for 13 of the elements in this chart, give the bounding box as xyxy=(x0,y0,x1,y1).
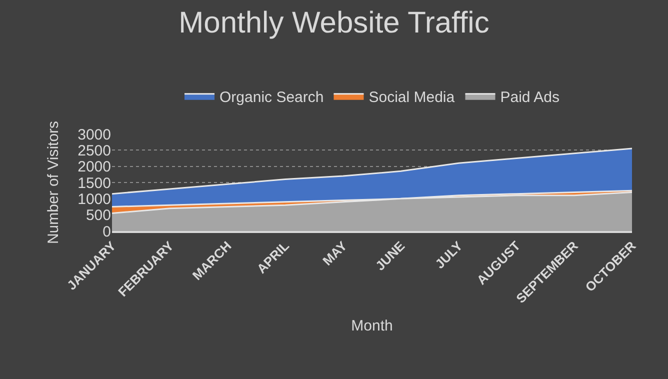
y-tick-label: 2500 xyxy=(78,142,111,160)
legend-label: Social Media xyxy=(368,88,456,106)
legend-label: Organic Search xyxy=(220,88,324,106)
y-tick-label: 2000 xyxy=(78,158,111,176)
y-tick-label: 1000 xyxy=(78,190,111,208)
y-tick-label: 3000 xyxy=(78,126,111,144)
y-axis-title: Number of Visitors xyxy=(44,120,62,244)
y-tick-label: 500 xyxy=(86,207,111,224)
chart-title: Monthly Website Traffic xyxy=(178,6,490,40)
y-tick-label: 0 xyxy=(102,223,111,240)
y-tick-label: 1500 xyxy=(78,174,111,192)
legend-label: Paid Ads xyxy=(500,88,560,106)
x-axis-title: Month xyxy=(351,318,393,335)
